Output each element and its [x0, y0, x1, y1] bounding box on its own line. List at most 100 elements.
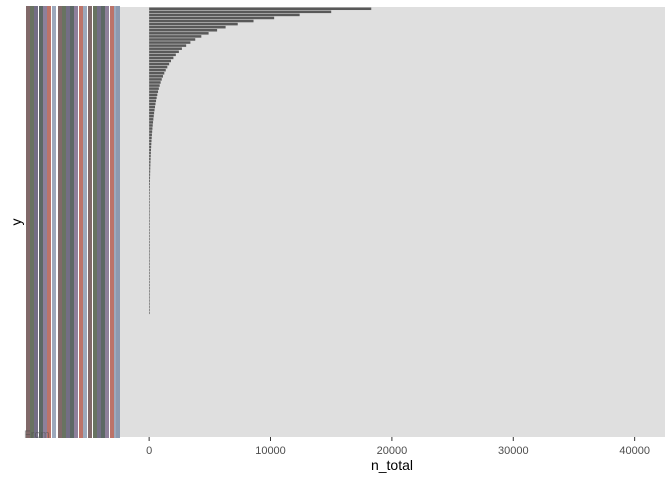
bar — [149, 47, 182, 50]
bar — [149, 154, 151, 158]
bar — [149, 185, 150, 189]
bar — [149, 115, 154, 118]
bar — [149, 204, 150, 207]
bar — [149, 191, 150, 195]
bar — [149, 311, 150, 315]
bar — [149, 170, 151, 173]
bar — [149, 78, 162, 81]
bar — [149, 259, 150, 262]
x-tick-label: 30000 — [498, 445, 529, 457]
bar — [149, 283, 150, 287]
bar — [149, 65, 168, 69]
bar — [149, 296, 150, 299]
bar — [149, 173, 151, 176]
bar — [149, 50, 179, 54]
bar — [149, 237, 150, 241]
bar — [149, 139, 152, 143]
bar — [149, 247, 150, 250]
y-label-stripe — [34, 6, 38, 438]
bar — [149, 136, 152, 140]
bar — [149, 277, 150, 281]
bar — [149, 293, 150, 296]
y-label-stripe — [116, 6, 120, 438]
bar — [149, 234, 150, 238]
bar — [149, 133, 152, 136]
bar — [149, 130, 153, 133]
bar — [149, 219, 150, 222]
bar — [149, 118, 154, 121]
x-axis: 0 10000 20000 30000 40000 — [146, 437, 650, 457]
bar — [149, 22, 238, 26]
bar — [149, 262, 150, 265]
y-axis-title: y — [8, 219, 24, 226]
bar — [149, 225, 150, 229]
bar — [149, 111, 155, 115]
y-tick-labels-overplotted — [26, 6, 120, 438]
bar — [149, 44, 187, 47]
plot-panel — [120, 7, 665, 437]
bar — [149, 164, 151, 167]
bar — [149, 41, 191, 44]
y-label-stripe — [52, 6, 56, 438]
bar — [149, 302, 150, 305]
bar — [149, 75, 163, 78]
bar — [149, 81, 161, 84]
bar — [149, 142, 152, 146]
y-label-stripe — [83, 6, 87, 438]
bar — [149, 222, 150, 226]
bar — [149, 25, 226, 29]
bar — [149, 38, 196, 41]
x-tick-label: 20000 — [377, 445, 408, 457]
bar — [149, 53, 176, 57]
y-label-stripe — [30, 6, 34, 438]
bar — [149, 7, 372, 11]
bar — [149, 287, 150, 290]
bar — [149, 59, 171, 63]
bar — [149, 253, 150, 256]
bar — [149, 93, 158, 97]
bar — [149, 305, 150, 308]
bar — [149, 90, 159, 93]
bar — [149, 231, 150, 235]
bar — [149, 10, 332, 14]
bar — [149, 228, 150, 232]
bar — [149, 32, 209, 35]
bar — [149, 167, 151, 170]
y-label-stripe — [101, 6, 105, 438]
y-label-stripe — [110, 6, 114, 438]
bar — [149, 19, 254, 23]
bar — [149, 96, 157, 100]
y-label-stripe — [62, 6, 66, 438]
x-tick-label: 40000 — [619, 445, 650, 457]
bar — [149, 265, 150, 269]
bar — [149, 35, 202, 38]
bar — [149, 299, 150, 302]
bar — [149, 84, 160, 87]
bar — [149, 68, 166, 72]
x-tick-label: 0 — [146, 445, 152, 457]
bar — [149, 176, 151, 179]
bar — [149, 151, 151, 155]
bar — [149, 158, 151, 161]
bar — [149, 290, 150, 293]
bar — [149, 179, 150, 183]
y-label-stripe — [97, 6, 101, 438]
bar — [149, 102, 156, 106]
y-label-stripe — [88, 6, 92, 438]
y-label-stripe — [74, 6, 78, 438]
y-label-stripe — [66, 6, 70, 438]
bar — [149, 56, 174, 60]
bar — [149, 280, 150, 284]
y-label-stripe — [79, 6, 83, 438]
bar — [149, 121, 154, 124]
y-label-stripe — [105, 6, 109, 438]
bar — [149, 127, 153, 130]
y-label-stripe — [43, 6, 47, 438]
bar — [149, 161, 151, 164]
y-label-stripe — [47, 6, 51, 438]
bar — [149, 148, 152, 152]
x-tick-label: 10000 — [255, 445, 286, 457]
bar — [149, 197, 150, 201]
bar — [149, 308, 150, 312]
y-label-stripe — [26, 6, 30, 438]
